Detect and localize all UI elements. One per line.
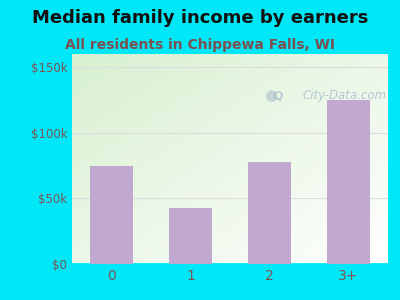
- Bar: [169, 208, 212, 264]
- Text: All residents in Chippewa Falls, WI: All residents in Chippewa Falls, WI: [65, 38, 335, 52]
- Bar: [327, 100, 370, 264]
- Bar: [248, 162, 291, 264]
- Bar: [90, 166, 133, 264]
- Text: Median family income by earners: Median family income by earners: [32, 9, 368, 27]
- Text: ●: ●: [264, 88, 278, 104]
- Text: Q: Q: [272, 89, 283, 103]
- Text: City-Data.com: City-Data.com: [303, 89, 387, 103]
